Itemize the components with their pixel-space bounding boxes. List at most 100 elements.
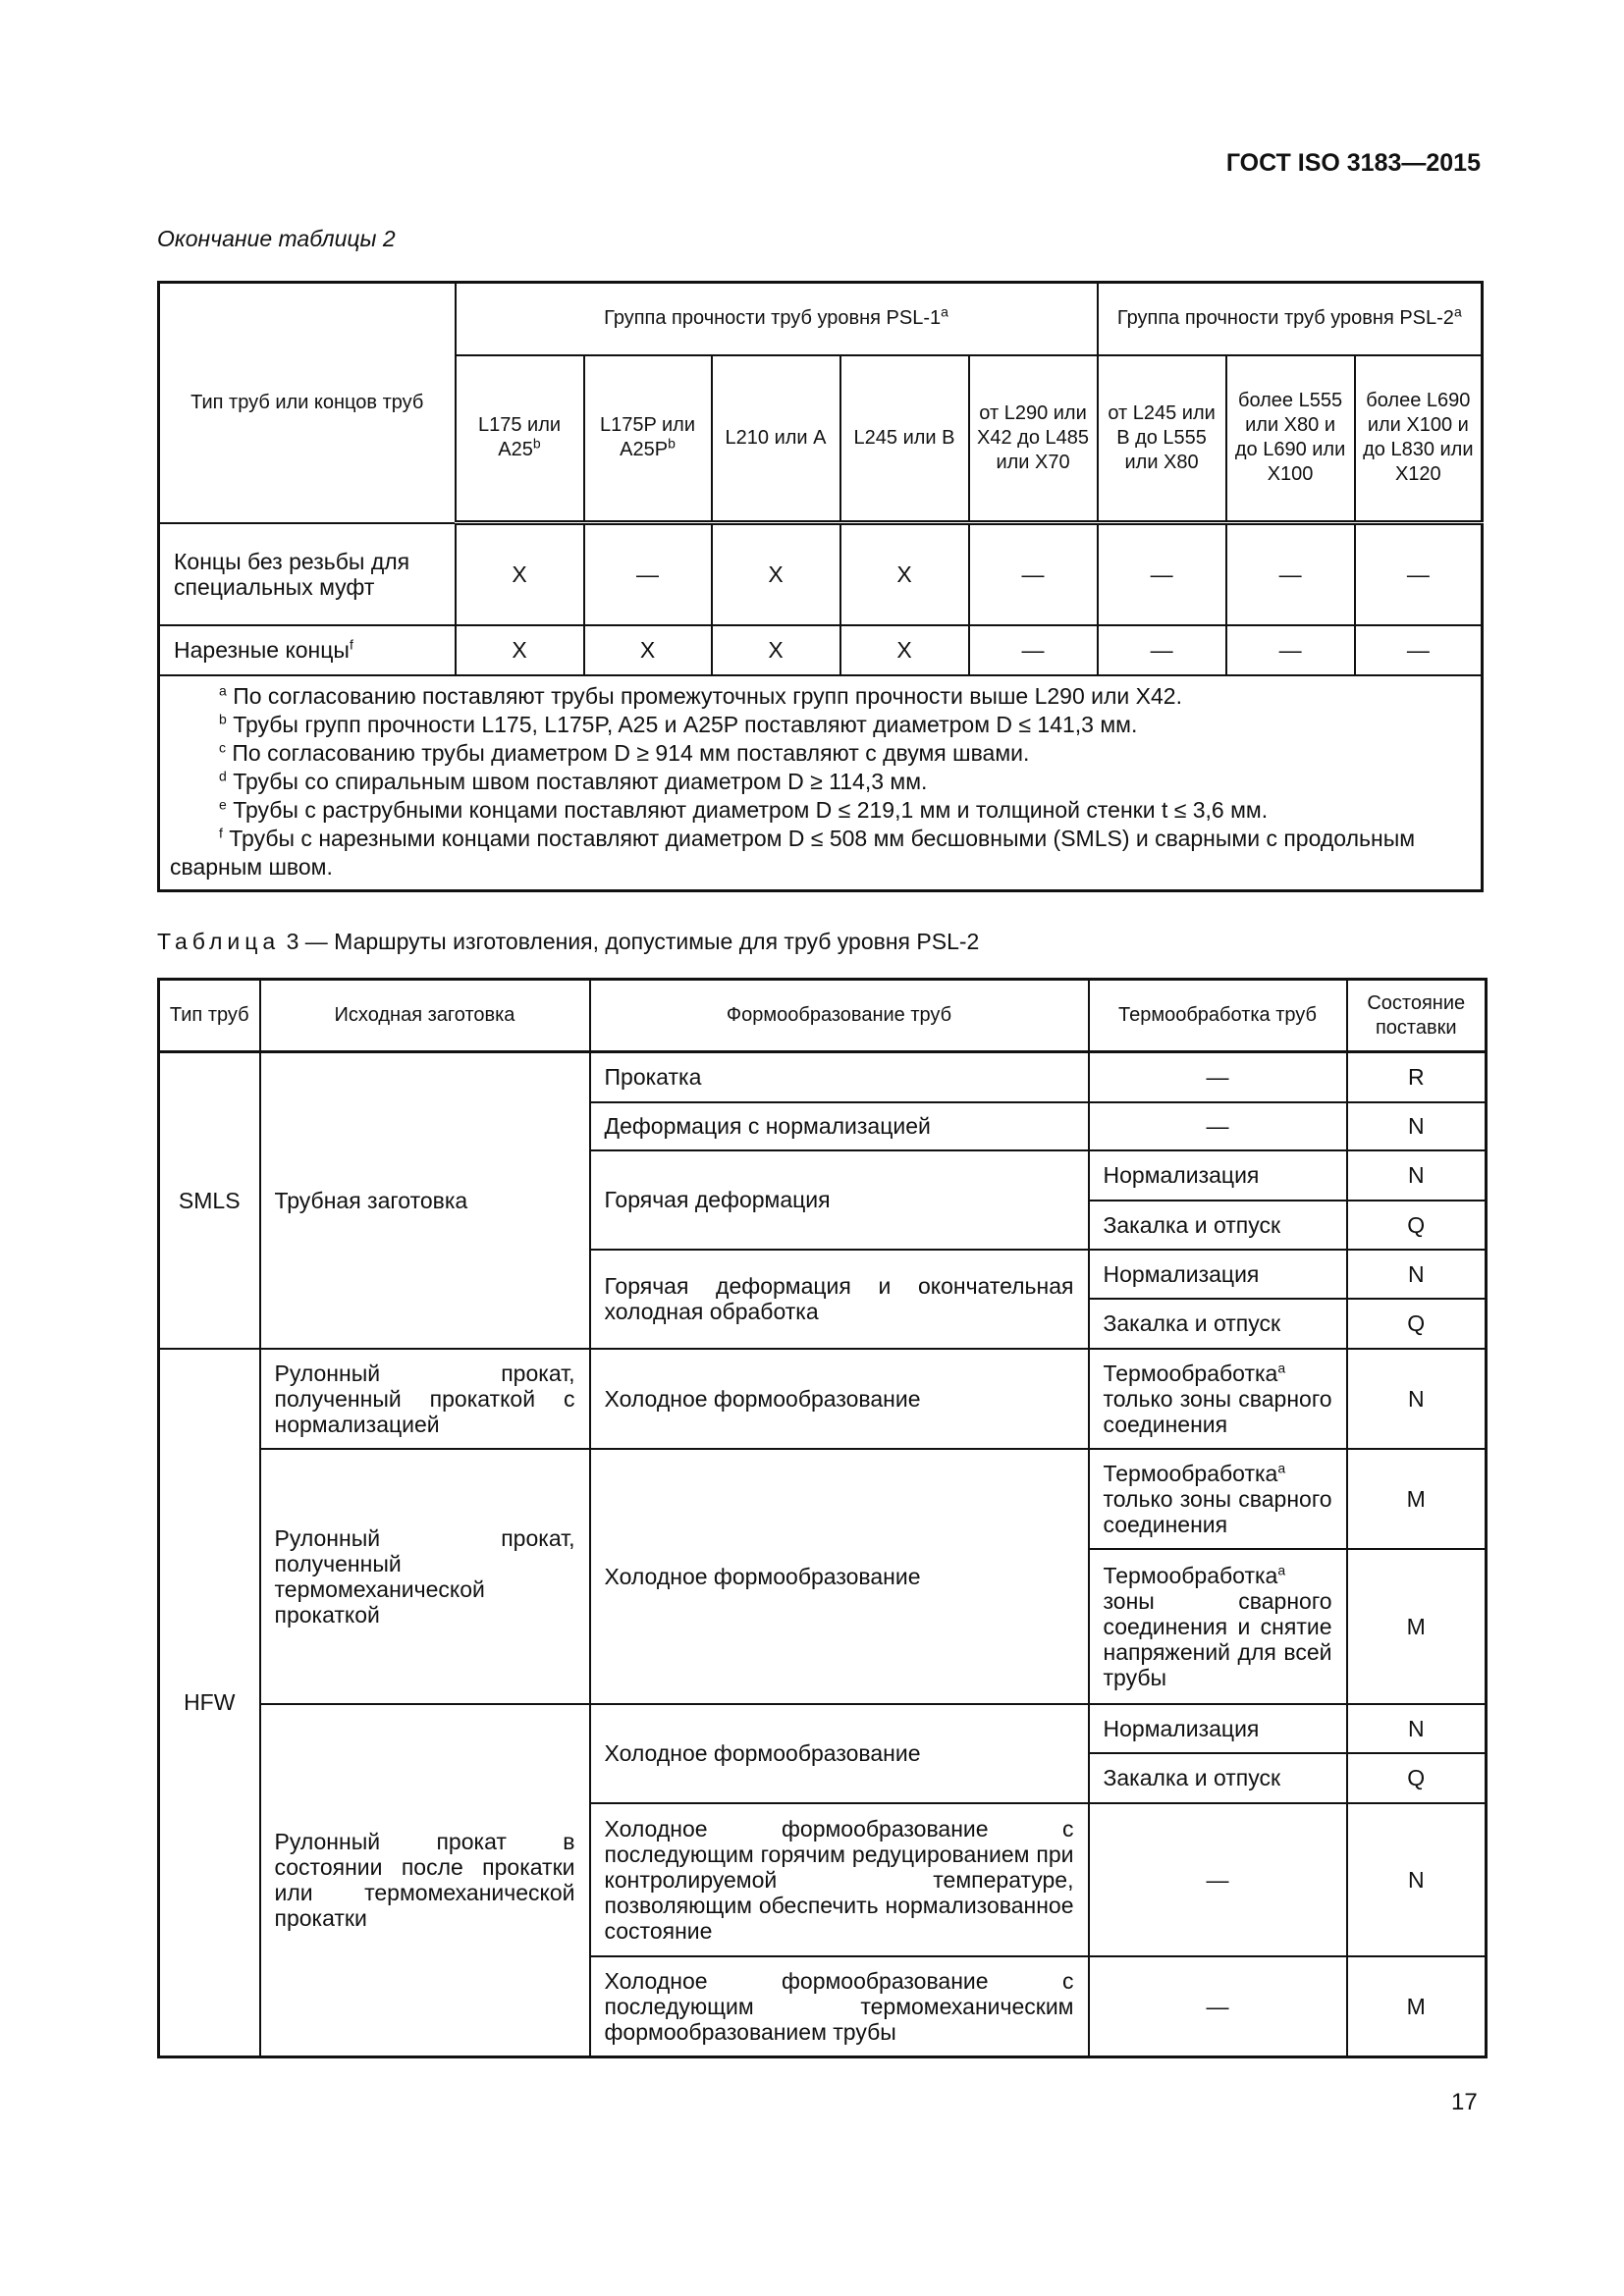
condition: Q [1345, 1751, 1488, 1804]
forming: Горячая деформация [588, 1148, 1090, 1251]
forming: Холодное формообразование с последующим … [588, 1801, 1090, 1957]
condition: M [1345, 1447, 1488, 1550]
heat-treatment: Нормализация [1087, 1248, 1348, 1300]
condition: N [1345, 1801, 1488, 1957]
condition: N [1345, 1347, 1488, 1450]
grade-header: от L245 или B до L555 или X80 [1096, 353, 1227, 525]
table-row: Нарезные концыf XX XX — — — — [157, 623, 1484, 676]
table-3-caption: Таблица 3 — Маршруты изготовления, допус… [157, 929, 980, 954]
cell: X [710, 623, 841, 676]
starting-material: Рулонный прокат, полученный прокаткой с … [258, 1347, 591, 1450]
table-row: Закалка и отпуск Q [159, 1199, 1488, 1251]
heat-treatment: — [1087, 1954, 1348, 2058]
condition: N [1345, 1702, 1488, 1754]
table-row: Холодное формообразование с последующим … [159, 1801, 1488, 1957]
forming: Прокатка [588, 1050, 1090, 1103]
footnotes: a По согласованию поставляют трубы проме… [157, 673, 1484, 891]
row-label: Нарезные концыf [157, 623, 457, 676]
cell: — [1353, 521, 1484, 626]
cell: X [454, 521, 585, 626]
condition: Q [1345, 1199, 1488, 1251]
footnote: c По согласованию трубы диаметром D ≥ 91… [219, 738, 1030, 766]
condition: M [1345, 1954, 1488, 2058]
forming: Холодное формообразование с последующим … [588, 1954, 1090, 2058]
header-pipe-type: Тип труб [157, 978, 261, 1053]
cell: X [582, 623, 713, 676]
pipe-type: HFW [157, 1347, 261, 2058]
grade-header: более L690 или X100 и до L830 или X120 [1353, 353, 1484, 525]
cell: — [1224, 623, 1356, 676]
grade-header: L175 или A25b [454, 353, 585, 525]
condition: N [1345, 1148, 1488, 1201]
table-row: Закалка и отпуск Q [159, 1297, 1488, 1350]
cell: X [839, 521, 970, 626]
forming: Горячая деформация и окончательная холод… [588, 1248, 1090, 1350]
heat-treatment: Термообработкаa только зоны сварного сое… [1087, 1447, 1348, 1550]
grade-header: от L290 или X42 до L485 или X70 [967, 353, 1099, 525]
header-psl1: Группа прочности труб уровня PSL-1a [454, 281, 1099, 356]
table-2: Тип труб или концов труб Группа прочност… [157, 281, 1485, 892]
cell: X [710, 521, 841, 626]
table-row: Термообработкаa зоны сварного соединения… [159, 1547, 1488, 1705]
heat-treatment: Закалка и отпуск [1087, 1297, 1348, 1350]
condition: Q [1345, 1297, 1488, 1350]
heat-treatment: Термообработкаa зоны сварного соединения… [1087, 1547, 1348, 1705]
grade-header: L175P или A25Pb [582, 353, 713, 525]
table-3: Тип труб Исходная заготовка Формообразов… [157, 978, 1488, 2058]
heat-treatment: — [1087, 1801, 1348, 1957]
table-row: HFW Рулонный прокат, полученный прокатко… [157, 1347, 1488, 2058]
heat-treatment: Нормализация [1087, 1702, 1348, 1754]
heat-treatment: Закалка и отпуск [1087, 1751, 1348, 1804]
cell: — [1096, 521, 1227, 626]
table-row: Концы без резьбы для специальных муфт X —… [157, 521, 1484, 626]
page-number: 17 [1451, 2089, 1478, 2115]
footnote: a По согласованию поставляют трубы проме… [219, 681, 1182, 709]
starting-material: Рулонный прокат в состоянии после прокат… [258, 1702, 591, 2058]
condition: N [1345, 1100, 1488, 1151]
starting-material: Трубная заготовка [258, 1050, 591, 1350]
table-row: Холодное формообразование с последующим … [159, 1954, 1488, 2058]
cell: X [454, 623, 585, 676]
cell: — [1353, 623, 1484, 676]
footnote: f Трубы с нарезными концами поставляют д… [170, 824, 1416, 880]
cell: — [1096, 623, 1227, 676]
table-row: Закалка и отпуск Q [159, 1751, 1488, 1804]
table-row: Горячая деформация Нормализация N [159, 1148, 1488, 1251]
cell: — [1224, 521, 1356, 626]
table-row: Рулонный прокат, полученный термомеханич… [159, 1447, 1488, 1705]
header-pipe-type: Тип труб или концов труб [157, 281, 457, 524]
row-label: Концы без резьбы для специальных муфт [157, 521, 457, 626]
forming: Холодное формообразование [588, 1347, 1090, 1450]
heat-treatment: Нормализация [1087, 1148, 1348, 1201]
header-psl2: Группа прочности труб уровня PSL-2a [1096, 281, 1484, 356]
table-row: Горячая деформация и окончательная холод… [159, 1248, 1488, 1350]
table-row: Рулонный прокат в состоянии после прокат… [159, 1702, 1488, 2058]
starting-material: Рулонный прокат, полученный термомеханич… [258, 1447, 591, 1705]
header-heat-treatment: Термообработка труб [1087, 978, 1348, 1053]
header-delivery-condition: Состояние поставки [1345, 978, 1488, 1053]
condition: N [1345, 1248, 1488, 1300]
footnote: d Трубы со спиральным швом поставляют ди… [219, 767, 928, 794]
heat-treatment: Термообработкаa только зоны сварного сое… [1087, 1347, 1348, 1450]
footnote: e Трубы с раструбными концами поставляют… [219, 795, 1269, 823]
forming: Деформация с нормализацией [588, 1100, 1090, 1151]
pipe-type: SMLS [157, 1050, 261, 1350]
grade-header: более L555 или X80 и до L690 или X100 [1224, 353, 1356, 525]
table-row: Деформация с нормализацией — N [159, 1100, 1488, 1151]
condition: M [1345, 1547, 1488, 1705]
forming: Холодное формообразование [588, 1702, 1090, 1804]
footnote: b Трубы групп прочности L175, L175P, A25… [219, 710, 1138, 737]
cell: — [582, 521, 713, 626]
grade-header: L245 или B [839, 353, 970, 525]
heat-treatment: Закалка и отпуск [1087, 1199, 1348, 1251]
document-code: ГОСТ ISO 3183—2015 [1225, 149, 1481, 177]
header-starting-material: Исходная заготовка [258, 978, 591, 1053]
table-continuation-label: Окончание таблицы 2 [157, 226, 396, 251]
forming: Холодное формообразование [588, 1447, 1090, 1705]
table-row: SMLS Трубная заготовка Прокатка — R [157, 1050, 1488, 1350]
cell: — [967, 521, 1099, 626]
heat-treatment: — [1087, 1050, 1348, 1103]
grade-header: L210 или A [710, 353, 841, 525]
cell: — [967, 623, 1099, 676]
condition: R [1345, 1050, 1488, 1103]
